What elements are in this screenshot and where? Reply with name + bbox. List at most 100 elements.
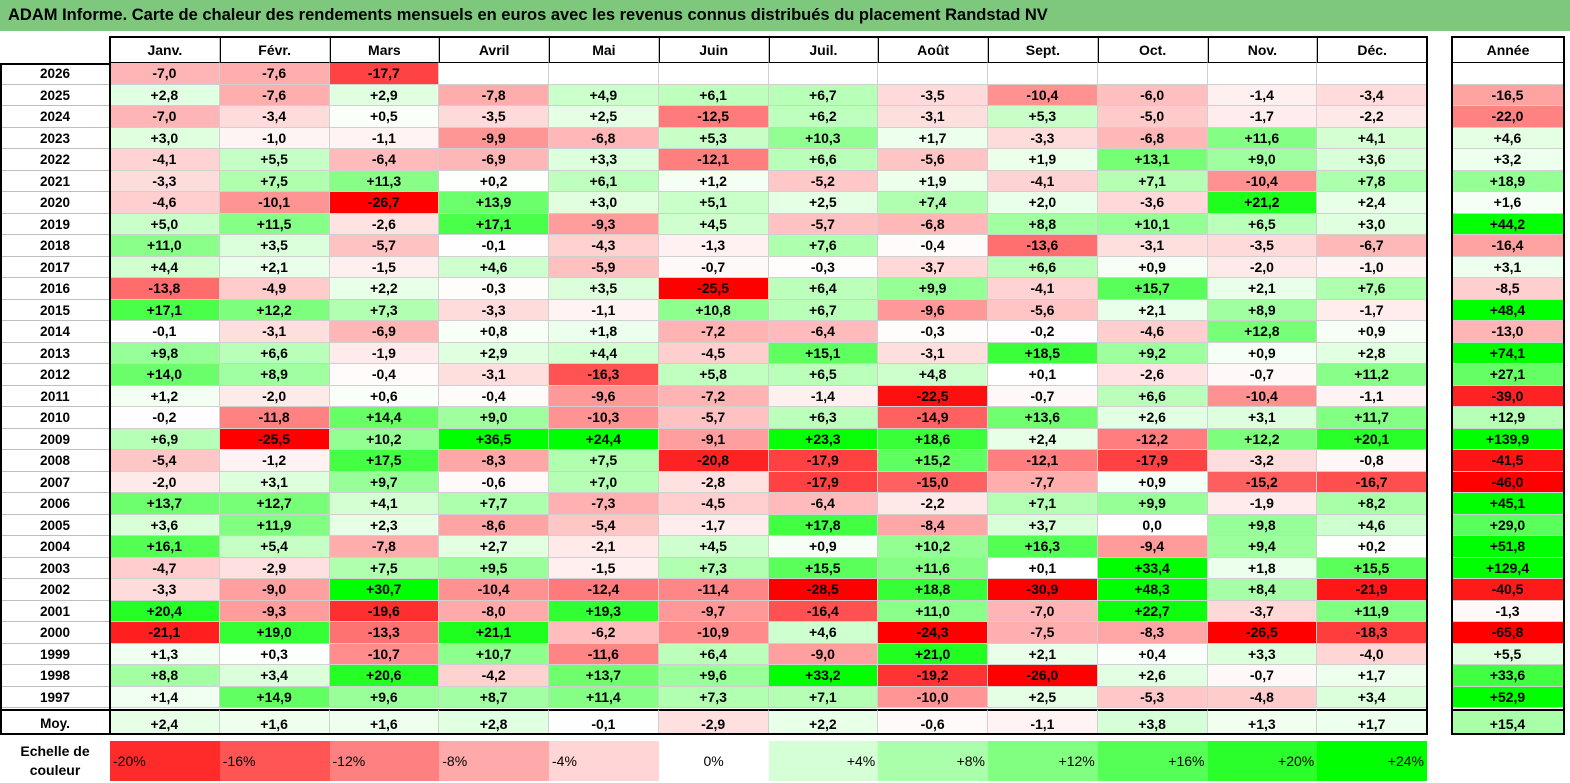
heatmap-cell: -10,9 xyxy=(658,622,769,644)
year-label: 2012 xyxy=(0,364,110,386)
annual-cell: +12,9 xyxy=(1452,407,1564,429)
heatmap-cell: +4,8 xyxy=(878,364,988,386)
heatmap-cell: +9,4 xyxy=(1207,536,1318,558)
heatmap-cell: +0,4 xyxy=(1097,643,1208,665)
heatmap-cell: +48,3 xyxy=(1097,579,1208,601)
heatmap-cell: -4,1 xyxy=(988,278,1098,300)
year-label: 2000 xyxy=(0,622,110,644)
heatmap-cell: +6,4 xyxy=(768,278,879,300)
heatmap-cell: +4,1 xyxy=(1317,127,1427,149)
heatmap-cell: -0,1 xyxy=(439,235,549,257)
scale-label: Echelle de couleur xyxy=(0,742,110,782)
heatmap-cell: -6,4 xyxy=(768,321,879,343)
heatmap-cell: -6,8 xyxy=(878,213,988,235)
heatmap-cell: -4,5 xyxy=(658,342,769,364)
heatmap-cell: -1,4 xyxy=(1207,84,1318,106)
heatmap-cell: +3,4 xyxy=(1317,686,1427,708)
year-label: 2026 xyxy=(0,63,110,85)
heatmap-cell: +9,9 xyxy=(878,278,988,300)
heatmap-cell: -17,9 xyxy=(1097,450,1208,472)
heatmap-cell: -5,7 xyxy=(658,407,769,429)
heatmap-cell: -9,0 xyxy=(219,579,330,601)
heatmap-cell: -3,6 xyxy=(1097,192,1208,214)
heatmap-cell: +2,6 xyxy=(1097,665,1208,687)
year-label: 2008 xyxy=(0,450,110,472)
heatmap-cell: -17,7 xyxy=(329,63,440,85)
heatmap-cell: +2,6 xyxy=(1097,407,1208,429)
average-cell: -0,6 xyxy=(878,709,988,735)
heatmap-cell: +11,0 xyxy=(878,600,988,622)
heatmap-cell: +9,7 xyxy=(329,471,440,493)
heatmap-cell: +0,2 xyxy=(439,170,549,192)
heatmap-cell: -28,5 xyxy=(768,579,879,601)
heatmap-cell: -3,4 xyxy=(219,106,330,128)
heatmap-cell: -4,1 xyxy=(988,170,1098,192)
heatmap-cell: -13,3 xyxy=(329,622,440,644)
heatmap-cell: -8,3 xyxy=(1097,622,1208,644)
annual-cell xyxy=(1452,63,1564,85)
heatmap-cell: +6,7 xyxy=(768,299,879,321)
average-cell: +1,6 xyxy=(329,709,440,735)
heatmap-cell: -4,1 xyxy=(110,149,220,171)
annual-cell: -16,4 xyxy=(1452,235,1564,257)
scale-label-line: Echelle de xyxy=(20,743,90,759)
heatmap-cell: +0,3 xyxy=(219,643,330,665)
heatmap-cell: -6,8 xyxy=(1097,127,1208,149)
heatmap-cell: -12,4 xyxy=(549,579,659,601)
heatmap-cell: -10,4 xyxy=(1207,170,1318,192)
heatmap-cell: +0,1 xyxy=(988,364,1098,386)
heatmap-cell: -9,4 xyxy=(1097,536,1208,558)
heatmap-cell: -9,1 xyxy=(658,428,769,450)
column-header: Juil. xyxy=(768,36,879,63)
annual-cell: +1,6 xyxy=(1452,192,1564,214)
heatmap-cell: -3,5 xyxy=(439,106,549,128)
heatmap-cell: -4,8 xyxy=(1207,686,1318,708)
year-label: 2019 xyxy=(0,214,110,235)
heatmap-cell: -3,1 xyxy=(878,342,988,364)
heatmap-cell: -3,5 xyxy=(878,84,988,106)
average-cell: -2,9 xyxy=(658,709,769,735)
year-label: 2025 xyxy=(0,85,110,106)
heatmap-cell: -26,0 xyxy=(988,665,1098,687)
heatmap-cell: -4,2 xyxy=(439,665,549,687)
heatmap-cell: +18,6 xyxy=(878,428,988,450)
heatmap-cell: +6,4 xyxy=(658,643,769,665)
heatmap-cell: +3,5 xyxy=(219,235,330,257)
annual-cell: +3,1 xyxy=(1452,256,1564,278)
heatmap-cell: +5,0 xyxy=(110,213,220,235)
heatmap-cell: +8,9 xyxy=(1207,299,1318,321)
year-label: 2013 xyxy=(0,343,110,364)
heatmap-cell: -12,5 xyxy=(658,106,769,128)
heatmap-cell: -0,4 xyxy=(329,364,440,386)
heatmap-cell: -1,1 xyxy=(329,127,440,149)
heatmap-cell: +6,1 xyxy=(549,170,659,192)
heatmap-cell: -18,3 xyxy=(1317,622,1427,644)
heatmap-cell: +9,5 xyxy=(439,557,549,579)
heatmap-cell: +13,7 xyxy=(549,665,659,687)
heatmap-cell: +13,9 xyxy=(439,192,549,214)
heatmap-cell: +0,9 xyxy=(1097,256,1208,278)
annual-cell: -39,0 xyxy=(1452,385,1564,407)
year-label: 1997 xyxy=(0,687,110,708)
heatmap-cell: +5,8 xyxy=(658,364,769,386)
heatmap-cell: +7,5 xyxy=(329,557,440,579)
heatmap-cell: -8,4 xyxy=(878,514,988,536)
heatmap-cell: +11,9 xyxy=(1317,600,1427,622)
heatmap-cell xyxy=(988,63,1098,85)
heatmap-cell: +1,8 xyxy=(549,321,659,343)
heatmap-cell: +2,5 xyxy=(549,106,659,128)
heatmap-cell: +3,1 xyxy=(1207,407,1318,429)
heatmap-cell: -5,7 xyxy=(768,213,879,235)
heatmap-cell: +6,5 xyxy=(1207,213,1318,235)
heatmap-cell: -0,3 xyxy=(768,256,879,278)
heatmap-cell xyxy=(658,63,769,85)
annual-cell: -1,3 xyxy=(1452,600,1564,622)
heatmap-cell: +0,5 xyxy=(329,106,440,128)
year-label: 2011 xyxy=(0,386,110,407)
heatmap-cell: -24,3 xyxy=(878,622,988,644)
annual-cell: +74,1 xyxy=(1452,342,1564,364)
year-label: 2004 xyxy=(0,536,110,558)
heatmap-cell: +30,7 xyxy=(329,579,440,601)
heatmap-cell: +6,7 xyxy=(768,84,879,106)
heatmap-cell: +15,2 xyxy=(878,450,988,472)
